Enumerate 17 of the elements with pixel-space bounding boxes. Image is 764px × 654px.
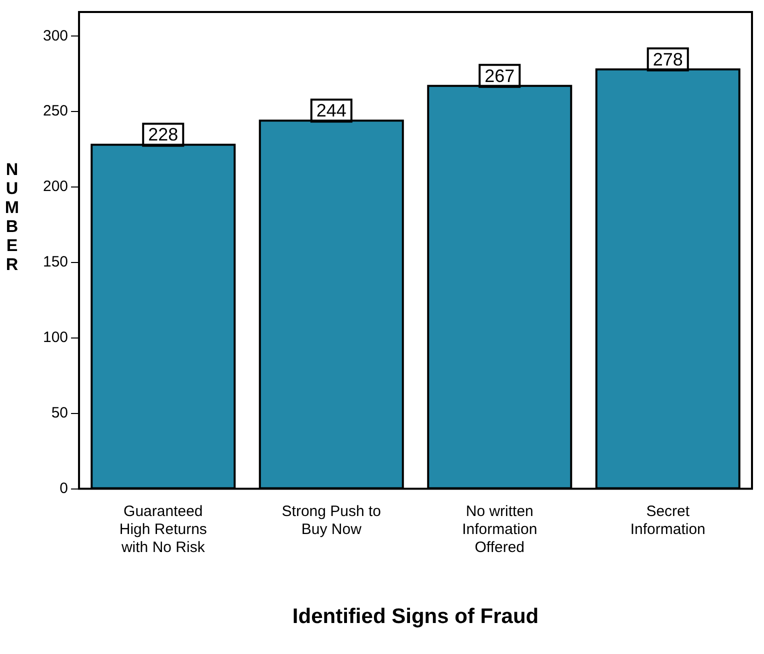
y-tick-label: 50 <box>51 404 68 422</box>
x-tick-label: Strong Push to Buy Now <box>282 502 382 538</box>
x-tick-label: Guaranteed High Returns with No Risk <box>119 502 207 556</box>
data-label: 228 <box>148 124 178 145</box>
data-label: 278 <box>652 49 683 70</box>
y-axis-title: NUMBER <box>4 160 20 274</box>
x-tick-label: No written Information Offered <box>462 502 538 556</box>
y-tick-label: 150 <box>42 254 68 271</box>
y-tick-label: 100 <box>42 329 68 346</box>
y-tick-label: 200 <box>42 178 68 196</box>
y-tick-label: 0 <box>60 480 68 497</box>
data-label: 267 <box>484 66 515 86</box>
data-label: 244 <box>316 100 346 121</box>
y-tick-label: 300 <box>42 27 68 44</box>
x-tick-label: Secret Information <box>630 502 706 538</box>
x-axis-title: Identified Signs of Fraud <box>292 605 539 628</box>
y-tick-label: 250 <box>42 102 68 120</box>
